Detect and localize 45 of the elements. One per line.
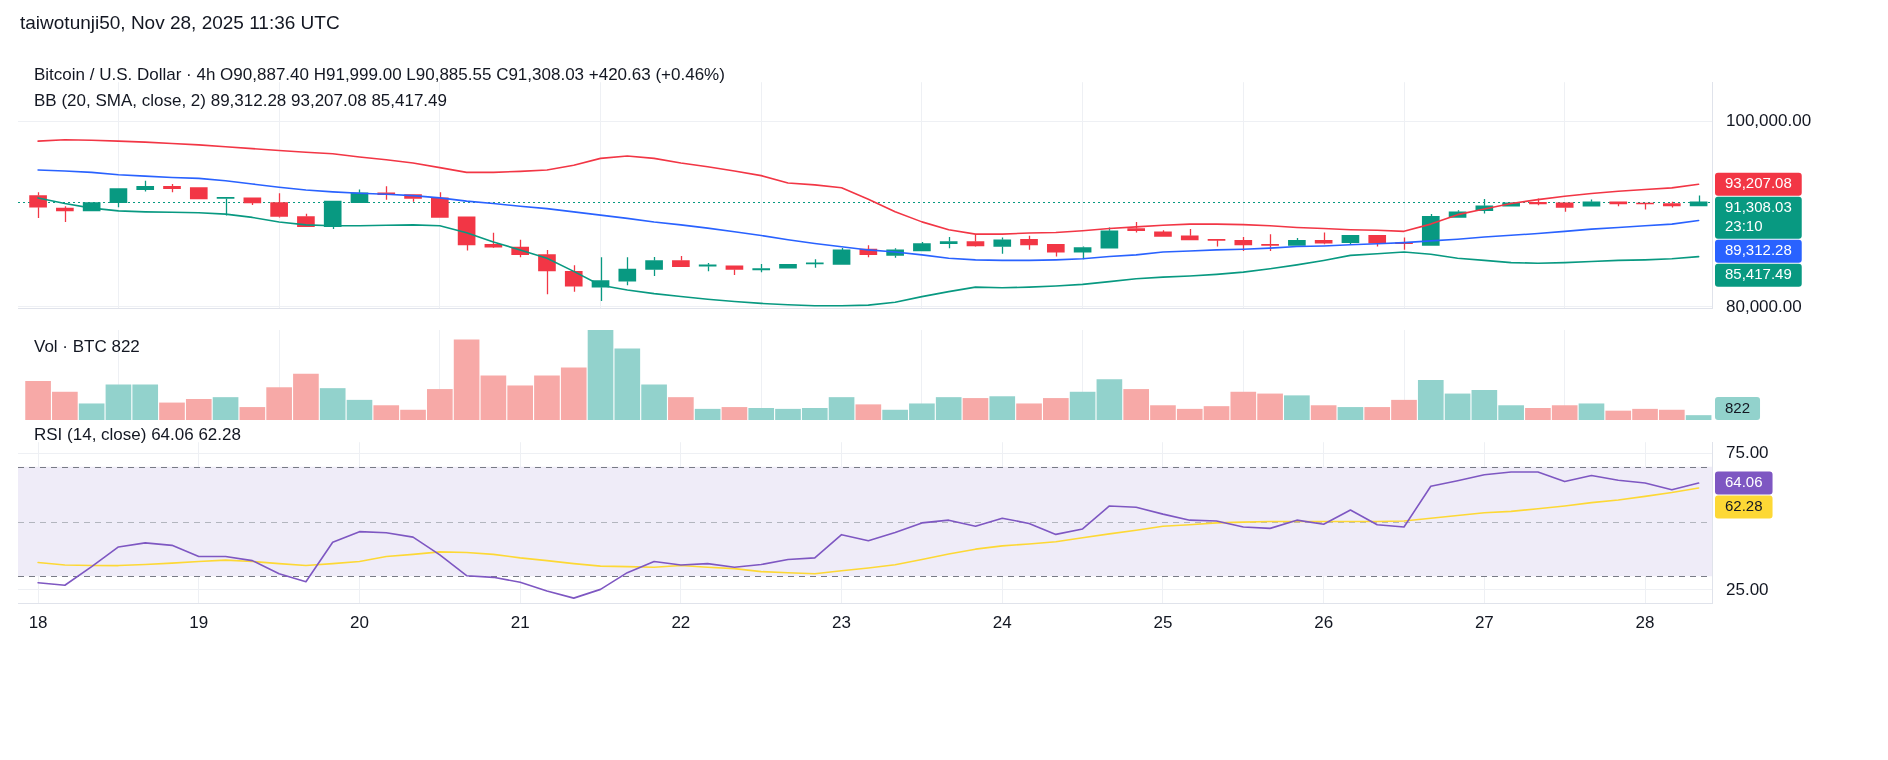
bar [1069, 391, 1096, 420]
bar [1310, 405, 1337, 420]
chart-title: taiwotunji50, Nov 28, 2025 11:36 UTC [20, 12, 340, 34]
bar [962, 398, 989, 420]
x-tick-label: 24 [992, 613, 1012, 633]
x-tick-label: 18 [28, 613, 48, 633]
candlestick [538, 249, 556, 295]
bar [1096, 379, 1123, 420]
x-tick-label: 22 [671, 613, 691, 633]
x-tick-label: 23 [832, 613, 852, 633]
annotation: 93,207.08 [1725, 174, 1792, 192]
x-tick-label: 27 [1474, 613, 1494, 633]
annotation: 822 [1725, 398, 1751, 416]
bar [78, 403, 105, 420]
bar [855, 404, 882, 420]
annotation: RSI (14, close) 64.06 62.28 [34, 424, 241, 446]
x-tick-label: 21 [510, 613, 530, 633]
bar [694, 408, 721, 420]
annotation: 85,417.49 [1725, 265, 1792, 283]
candlestick [1154, 229, 1172, 237]
bar [1578, 403, 1605, 420]
bar [721, 407, 748, 420]
x-tick-label: 28 [1635, 613, 1655, 633]
annotation: Vol · BTC 822 [34, 336, 140, 358]
y-tick-label: 80,000.00 [1726, 296, 1802, 316]
y-tick-label: 75.00 [1726, 442, 1769, 462]
annotation: Bitcoin / U.S. Dollar · 4h O90,887.40 H91,999.00 L90,885.55 C91,308.03 +420.63 (+0.46%) [34, 64, 725, 86]
bar [1337, 407, 1364, 420]
annotation: BB (20, SMA, close, 2) 89,312.28 93,207.08 85,417.49 [34, 90, 448, 112]
annotation: 62.28 [1725, 497, 1763, 515]
legend-label: 91,308.03 23:10 [1725, 198, 1792, 235]
x-tick-label: 26 [1314, 613, 1334, 633]
candlestick [832, 247, 851, 265]
bar [1685, 415, 1712, 420]
y-tick-label: 100,000.00 [1726, 110, 1812, 130]
annotation: 89,312.28 [1725, 241, 1792, 259]
bar [1284, 395, 1310, 420]
x-tick-label: 25 [1153, 613, 1173, 633]
bar [212, 397, 239, 420]
bar [989, 396, 1016, 420]
x-tick-label: 20 [350, 613, 369, 633]
x-tick-label: 19 [189, 613, 209, 633]
annotation: 64.06 [1725, 473, 1763, 491]
y-tick-label: 25.00 [1726, 579, 1769, 599]
bar [668, 397, 694, 420]
